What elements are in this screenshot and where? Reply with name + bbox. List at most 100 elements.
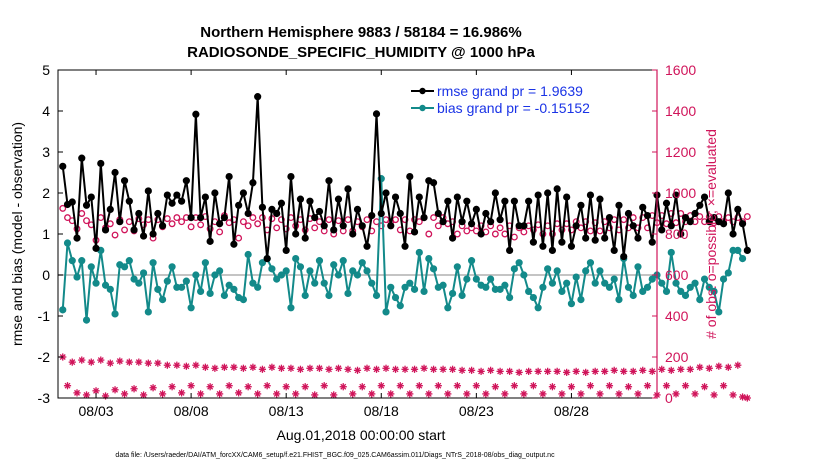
rmse-point bbox=[268, 205, 276, 213]
obs-evaluated-point bbox=[63, 382, 72, 390]
bias-point bbox=[187, 304, 195, 312]
obs-evaluated-point bbox=[572, 367, 580, 375]
rmse-point bbox=[639, 203, 647, 211]
bias-point bbox=[254, 283, 262, 291]
rmse-point bbox=[482, 209, 490, 218]
bias-point bbox=[301, 291, 309, 300]
obs-evaluated-point bbox=[662, 382, 671, 390]
rmse-point bbox=[163, 191, 171, 199]
obs-possible-point bbox=[59, 204, 67, 212]
left-tick-label: 4 bbox=[42, 103, 50, 119]
bias-point bbox=[268, 265, 276, 273]
x-tick-label: 08/28 bbox=[554, 403, 589, 419]
rmse-point bbox=[444, 197, 452, 205]
obs-evaluated-point bbox=[201, 363, 209, 371]
obs-evaluated-point bbox=[315, 364, 324, 372]
rmse-point bbox=[239, 189, 248, 197]
rmse-point bbox=[567, 242, 576, 250]
bias-point bbox=[78, 257, 86, 265]
bias-point bbox=[239, 295, 248, 304]
rmse-point bbox=[553, 185, 561, 193]
rmse-point bbox=[101, 226, 110, 234]
rmse-point bbox=[372, 110, 381, 118]
obs-evaluated-point bbox=[197, 390, 205, 398]
bias-point bbox=[401, 283, 409, 291]
rmse-layer bbox=[59, 93, 751, 263]
bias-point bbox=[558, 287, 566, 295]
rmse-point bbox=[130, 226, 138, 234]
rmse-series-line bbox=[61, 96, 749, 259]
bias-point bbox=[662, 287, 671, 295]
bias-point bbox=[120, 263, 129, 271]
rmse-point bbox=[467, 220, 476, 228]
obs-possible-point bbox=[277, 216, 285, 224]
obs-evaluated-point bbox=[334, 364, 343, 372]
legend-rmse-label: rmse grand pr = 1.9639 bbox=[437, 83, 583, 99]
bias-point bbox=[738, 255, 747, 263]
obs-possible-point bbox=[244, 222, 252, 230]
rmse-point bbox=[154, 209, 162, 218]
obs-evaluated-point bbox=[591, 367, 599, 375]
rmse-point bbox=[700, 193, 709, 201]
bias-point bbox=[154, 285, 162, 293]
rmse-point bbox=[406, 173, 414, 181]
bias-point bbox=[311, 279, 319, 287]
bias-point bbox=[206, 289, 214, 298]
bias-point bbox=[658, 279, 666, 287]
obs-evaluated-point bbox=[496, 367, 504, 375]
bias-point bbox=[73, 273, 81, 281]
rmse-point bbox=[534, 191, 542, 199]
bias-point bbox=[458, 291, 466, 300]
bias-point bbox=[287, 304, 295, 312]
rmse-point bbox=[97, 159, 105, 168]
obs-evaluated-point bbox=[377, 382, 385, 390]
obs-evaluated-point bbox=[582, 368, 590, 376]
obs-evaluated-point bbox=[700, 383, 709, 391]
rmse-point bbox=[263, 255, 271, 263]
obs-possible-point bbox=[472, 227, 480, 235]
obs-evaluated-point bbox=[339, 383, 347, 391]
x-tick-label: 08/18 bbox=[364, 403, 399, 419]
obs-evaluated-point bbox=[615, 390, 623, 398]
obs-possible-point bbox=[335, 217, 342, 225]
obs-evaluated-point bbox=[672, 390, 680, 398]
bias-point bbox=[691, 279, 699, 287]
bias-point bbox=[101, 281, 110, 289]
left-tick-label: -1 bbox=[38, 308, 51, 324]
rmse-point bbox=[149, 230, 157, 238]
rmse-point bbox=[391, 193, 400, 201]
obs-evaluated-point bbox=[149, 384, 157, 392]
obs-evaluated-point bbox=[244, 383, 252, 391]
bias-point bbox=[643, 283, 652, 291]
left-tick-label: 3 bbox=[42, 144, 50, 160]
rmse-point bbox=[677, 230, 685, 238]
x-tick-label: 08/08 bbox=[174, 403, 209, 419]
obs-evaluated-point bbox=[696, 363, 704, 371]
right-tick-label: 1000 bbox=[665, 185, 696, 201]
bias-point bbox=[63, 239, 72, 247]
obs-evaluated-point bbox=[463, 390, 471, 398]
right-tick-label: 1200 bbox=[665, 144, 696, 160]
bias-point bbox=[92, 279, 100, 287]
bias-point bbox=[439, 281, 447, 289]
obs-possible-point bbox=[249, 214, 257, 222]
bias-point bbox=[168, 263, 176, 271]
rmse-point bbox=[382, 189, 390, 197]
bias-point bbox=[601, 279, 609, 287]
rmse-point bbox=[624, 209, 633, 218]
bias-point bbox=[197, 287, 205, 295]
rmse-point bbox=[681, 214, 690, 222]
bias-point bbox=[501, 281, 509, 289]
rmse-point bbox=[719, 220, 728, 228]
rmse-point bbox=[116, 218, 124, 226]
obs-evaluated-point bbox=[144, 359, 152, 367]
obs-possible-point bbox=[187, 223, 195, 231]
rmse-point bbox=[577, 201, 585, 209]
bias-point bbox=[453, 263, 461, 271]
bias-layer bbox=[59, 175, 747, 324]
obs-evaluated-point bbox=[629, 367, 637, 375]
bias-point bbox=[158, 295, 167, 304]
bias-point bbox=[258, 259, 267, 267]
bias-point bbox=[282, 267, 290, 275]
obs-evaluated-point bbox=[453, 382, 461, 390]
